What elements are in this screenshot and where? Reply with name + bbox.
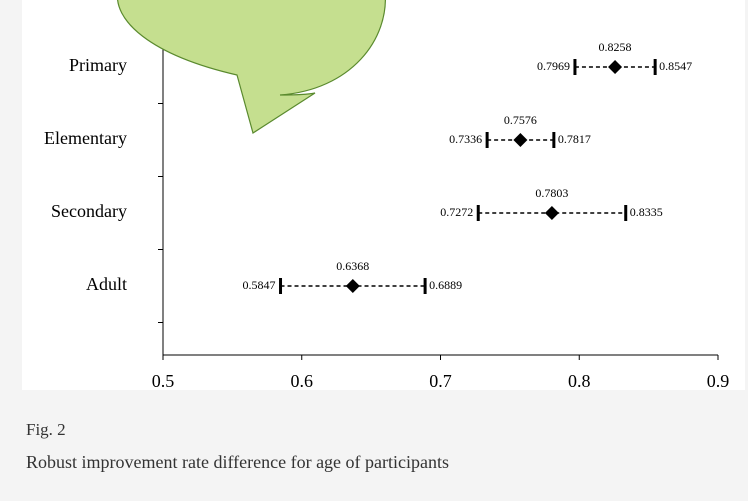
lower-label: 0.7336 bbox=[449, 132, 482, 146]
x-tick-label: 0.9 bbox=[707, 371, 730, 391]
value-label: 0.8258 bbox=[599, 40, 632, 54]
x-tick-label: 0.6 bbox=[291, 371, 314, 391]
point-estimate bbox=[513, 133, 528, 147]
upper-label: 0.6889 bbox=[429, 278, 462, 292]
lower-label: 0.5847 bbox=[243, 278, 276, 292]
plot: 0.5 0.6 0.7 0.8 0.9 Primary 0.8258 0.7969 0.8547… bbox=[44, 30, 729, 391]
upper-label: 0.8547 bbox=[659, 59, 692, 73]
x-tick-label: 0.8 bbox=[568, 371, 591, 391]
point-estimate bbox=[544, 206, 559, 220]
y-tick-label: Adult bbox=[86, 274, 127, 294]
y-tick-label: Secondary bbox=[51, 201, 127, 221]
bubble-shape bbox=[117, 0, 386, 134]
chart-background bbox=[22, 0, 745, 390]
figure-label: Fig. 2 bbox=[26, 420, 66, 439]
y-tick-label: Elementary bbox=[44, 128, 127, 148]
speech-bubble bbox=[117, 0, 386, 134]
point-estimate bbox=[608, 60, 623, 74]
chart: 0.5 0.6 0.7 0.8 0.9 Primary 0.8258 0.7969 0.8547… bbox=[22, 0, 745, 391]
x-tick-label: 0.5 bbox=[152, 371, 175, 391]
y-tick-label: Primary bbox=[69, 55, 127, 75]
lower-label: 0.7272 bbox=[440, 205, 473, 219]
point-estimate bbox=[345, 279, 360, 293]
upper-label: 0.7817 bbox=[558, 132, 591, 146]
upper-label: 0.8335 bbox=[630, 205, 663, 219]
figure-caption: Robust improvement rate difference for a… bbox=[26, 452, 450, 472]
value-label: 0.6368 bbox=[336, 259, 369, 273]
lower-label: 0.7969 bbox=[537, 59, 570, 73]
value-label: 0.7576 bbox=[504, 113, 537, 127]
value-label: 0.7803 bbox=[535, 186, 568, 200]
x-tick-label: 0.7 bbox=[429, 371, 452, 391]
